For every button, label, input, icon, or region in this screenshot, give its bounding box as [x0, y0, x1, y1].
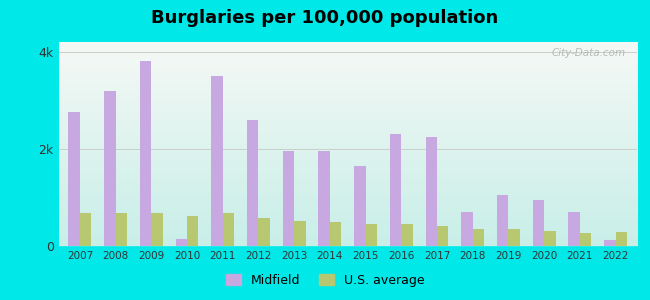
Bar	[616, 232, 627, 246]
Bar	[80, 213, 92, 246]
Bar	[569, 212, 580, 246]
Bar	[473, 230, 484, 246]
Bar	[104, 91, 116, 246]
Bar	[497, 195, 508, 246]
Bar	[508, 230, 520, 246]
Bar	[151, 213, 162, 246]
Bar	[140, 61, 151, 246]
Bar	[401, 224, 413, 246]
Bar	[283, 151, 294, 246]
Bar	[294, 221, 305, 246]
Bar	[390, 134, 401, 246]
Bar	[211, 76, 223, 246]
Bar	[437, 226, 448, 246]
Bar	[330, 222, 341, 246]
Bar	[176, 239, 187, 246]
Bar	[223, 213, 234, 246]
Legend: Midfield, U.S. average: Midfield, U.S. average	[222, 270, 428, 291]
Bar	[187, 216, 198, 246]
Bar	[544, 231, 556, 246]
Bar	[580, 233, 592, 246]
Bar	[354, 166, 365, 246]
Bar	[365, 224, 377, 246]
Bar	[462, 212, 473, 246]
Bar	[247, 120, 259, 246]
Bar	[318, 151, 330, 246]
Text: City-Data.com: City-Data.com	[551, 48, 625, 58]
Bar	[68, 112, 80, 246]
Bar	[533, 200, 544, 246]
Text: Burglaries per 100,000 population: Burglaries per 100,000 population	[151, 9, 499, 27]
Bar	[604, 240, 616, 246]
Bar	[116, 213, 127, 246]
Bar	[259, 218, 270, 246]
Bar	[426, 137, 437, 246]
